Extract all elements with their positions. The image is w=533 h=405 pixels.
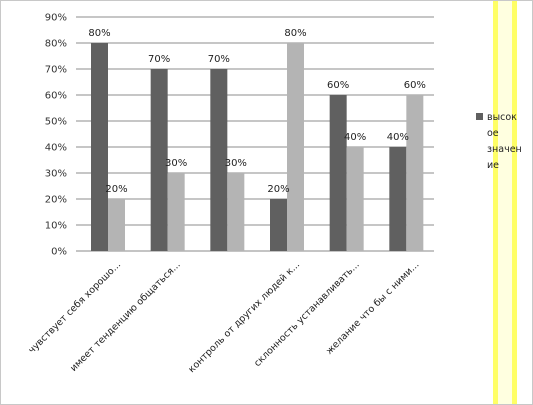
y-tick-label: 20% bbox=[45, 195, 67, 206]
y-axis-tick-labels: 0% 10% 20% 30% 40% 50% 60% 70% 80% 90% bbox=[45, 13, 67, 258]
data-label: 80% bbox=[284, 28, 306, 39]
data-label: 60% bbox=[327, 80, 349, 91]
legend-label: ие bbox=[487, 160, 499, 171]
y-tick-label: 30% bbox=[45, 169, 67, 180]
data-label: 40% bbox=[387, 132, 409, 143]
category-label: контроль от других людей к... bbox=[186, 259, 302, 375]
category-label: имеет тенденцию общаться... bbox=[68, 259, 183, 374]
data-label: 40% bbox=[344, 132, 366, 143]
category-label: чувствует себя хорошо... bbox=[26, 259, 123, 356]
bars bbox=[91, 43, 424, 251]
bar bbox=[346, 147, 364, 251]
bar bbox=[91, 43, 108, 251]
bar bbox=[210, 69, 228, 251]
legend-label: ое bbox=[487, 128, 499, 139]
data-labels: 80% 20% 70% 30% 70% 30% 20% 80% 60% 40% 40% 60% bbox=[88, 28, 426, 195]
y-tick-label: 0% bbox=[51, 247, 67, 258]
category-label: склонность устанавливать... bbox=[252, 259, 362, 369]
y-tick-label: 90% bbox=[45, 13, 67, 24]
highlight-stripe-inner bbox=[498, 1, 512, 404]
legend-label: значен bbox=[487, 144, 522, 155]
gridlines bbox=[76, 16, 434, 252]
data-label: 70% bbox=[208, 54, 230, 65]
legend: высок ое значен ие bbox=[476, 112, 522, 171]
data-label: 30% bbox=[225, 158, 247, 169]
legend-label: высок bbox=[487, 112, 517, 123]
data-label: 30% bbox=[165, 158, 187, 169]
data-label: 20% bbox=[105, 184, 127, 195]
category-labels: чувствует себя хорошо...имеет тенденцию … bbox=[26, 259, 421, 375]
bar bbox=[150, 69, 168, 251]
bar bbox=[406, 95, 424, 251]
data-label: 20% bbox=[267, 184, 289, 195]
legend-swatch bbox=[476, 113, 483, 120]
bar bbox=[287, 43, 304, 251]
bar bbox=[227, 173, 245, 251]
data-label: 70% bbox=[148, 54, 170, 65]
bar bbox=[389, 147, 407, 251]
y-tick-label: 60% bbox=[45, 91, 67, 102]
y-tick-label: 40% bbox=[45, 143, 67, 154]
y-tick-label: 70% bbox=[45, 65, 67, 76]
bar bbox=[167, 173, 185, 251]
y-tick-label: 50% bbox=[45, 117, 67, 128]
data-label: 60% bbox=[404, 80, 426, 91]
data-label: 80% bbox=[88, 28, 110, 39]
bar bbox=[329, 95, 347, 251]
bar bbox=[108, 199, 125, 251]
y-tick-label: 10% bbox=[45, 221, 67, 232]
bar bbox=[270, 199, 287, 251]
y-tick-label: 80% bbox=[45, 39, 67, 50]
